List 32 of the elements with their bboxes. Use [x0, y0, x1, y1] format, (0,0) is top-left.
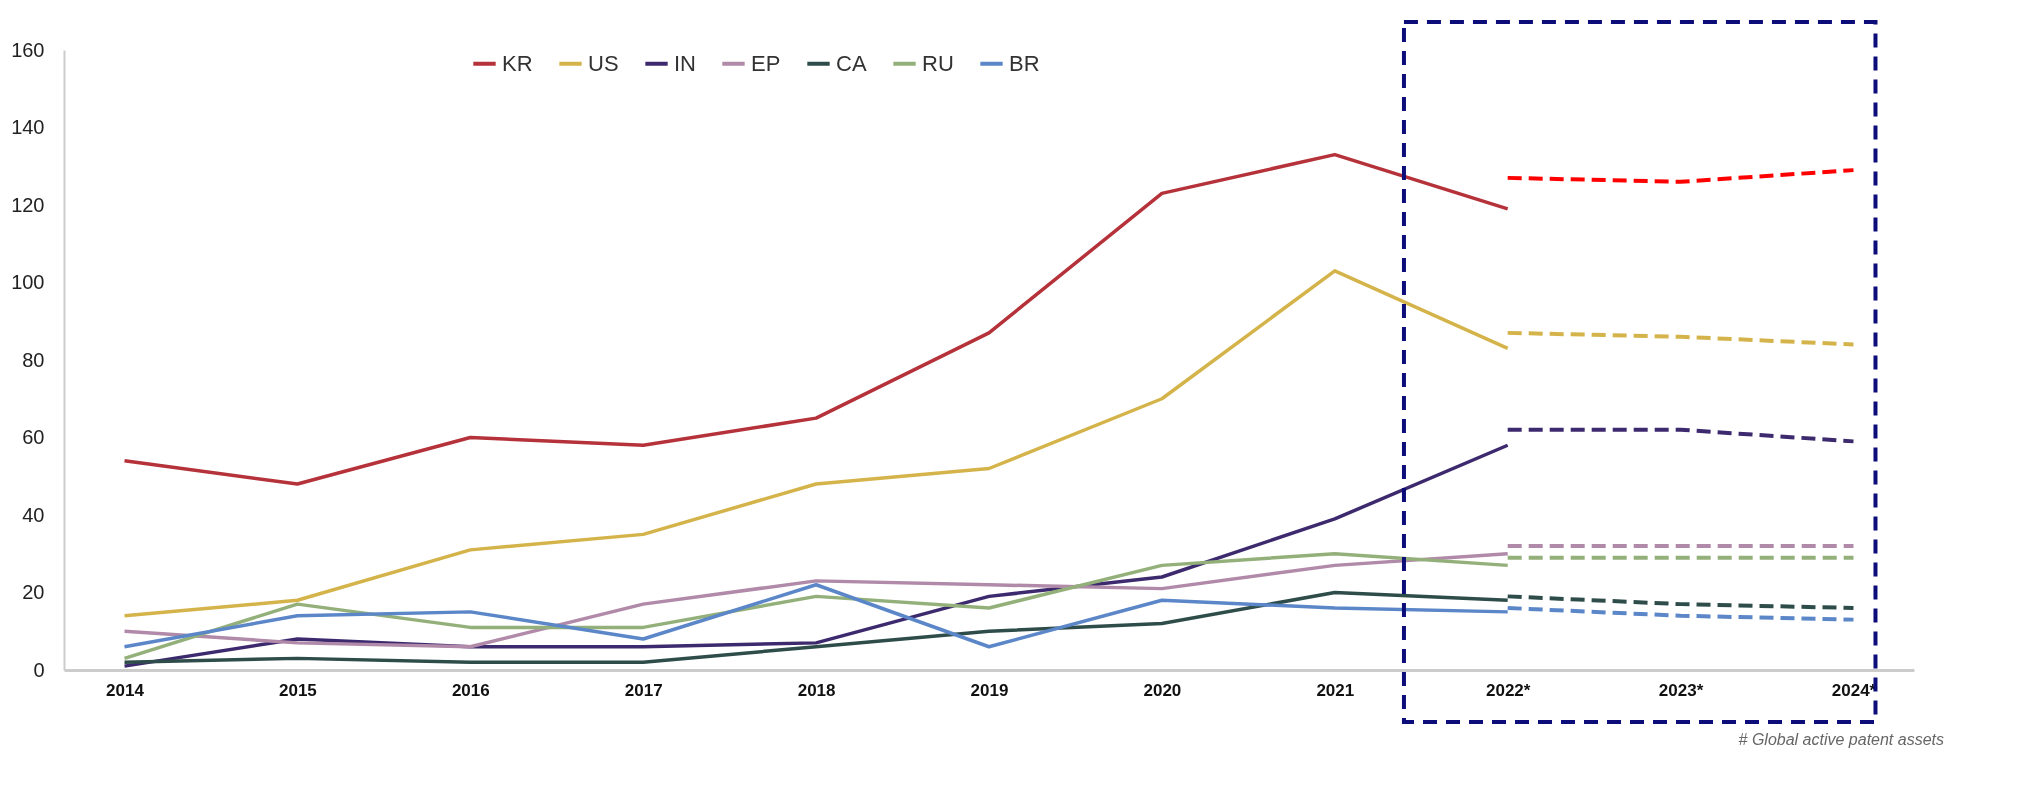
legend-label: RU	[922, 50, 954, 76]
x-tick-label: 2016	[451, 680, 490, 700]
line-series	[122, 583, 1510, 649]
y-tick-label: 40	[22, 503, 45, 526]
x-tick-label: 2017	[624, 680, 663, 700]
line-series	[122, 590, 1510, 664]
x-tick-label: 2024*	[1831, 680, 1877, 700]
y-tick-label: 160	[11, 38, 45, 61]
y-tick-label: 80	[22, 348, 45, 371]
x-tick-label: 2015	[279, 680, 317, 700]
x-tick-label: 2022*	[1485, 680, 1531, 700]
y-tick-label: 0	[33, 658, 45, 681]
text: # Global active patent assets	[1738, 731, 1944, 748]
legend-label: IN	[674, 50, 696, 76]
y-tick-label: 20	[22, 581, 45, 603]
line-series	[122, 269, 1510, 618]
legend-label: KR	[502, 50, 533, 76]
y-tick-label: 100	[11, 271, 45, 293]
x-tick-label: 2020	[1143, 680, 1182, 700]
y-tick-label: 60	[22, 426, 45, 448]
y-tick-label: 140	[11, 116, 45, 138]
legend-label: CA	[836, 50, 867, 76]
y-tick-label: 120	[11, 193, 45, 216]
x-tick-label: 2018	[797, 680, 836, 700]
x-tick-label: 2021	[1316, 680, 1355, 700]
x-tick-label: 2014	[106, 680, 145, 700]
legend-label: EP	[751, 50, 781, 76]
x-tick-label: 2023*	[1658, 680, 1704, 700]
line-series	[122, 152, 1510, 486]
legend-label: BR	[1009, 50, 1040, 76]
legend-label: US	[588, 50, 619, 76]
x-tick-label: 2019	[970, 680, 1009, 700]
